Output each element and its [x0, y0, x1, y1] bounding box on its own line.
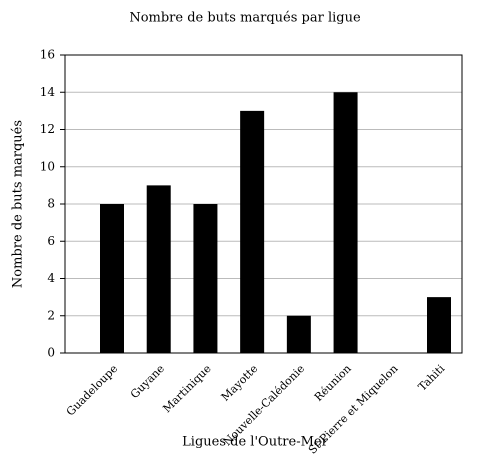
y-tick-label: 10 [40, 159, 55, 173]
y-tick-label: 6 [47, 234, 55, 248]
x-tick-label: Réunion [312, 362, 354, 404]
y-tick-label: 16 [40, 48, 55, 62]
bar [427, 297, 451, 353]
bar [146, 185, 171, 353]
y-axis-label: Nombre de buts marqués [11, 120, 26, 288]
bar [240, 110, 265, 353]
y-tick-label: 2 [47, 308, 55, 322]
x-tick-label: Guadeloupe [64, 362, 120, 418]
y-tick-label: 0 [47, 346, 55, 360]
x-tick-label: Guyane [128, 362, 167, 401]
x-tick-label: Mayotte [219, 362, 261, 404]
x-tick-label: Martinique [160, 362, 213, 415]
x-tick-label: St-Pierre et Miquelon [306, 362, 401, 457]
bar [100, 204, 124, 353]
y-tick-label: 8 [47, 197, 55, 211]
bar [286, 315, 311, 353]
bar [333, 92, 358, 353]
plot-frame [64, 54, 463, 354]
bar [193, 204, 218, 353]
x-axis-label: Ligues de l'Outre-Mer [182, 435, 328, 450]
y-tick-label: 14 [40, 85, 56, 99]
y-tick-label: 4 [47, 271, 55, 285]
x-tick-label: Tahiti [416, 362, 448, 394]
y-tick-label: 12 [40, 122, 55, 136]
chart-title: Nombre de buts marqués par ligue [129, 11, 361, 26]
